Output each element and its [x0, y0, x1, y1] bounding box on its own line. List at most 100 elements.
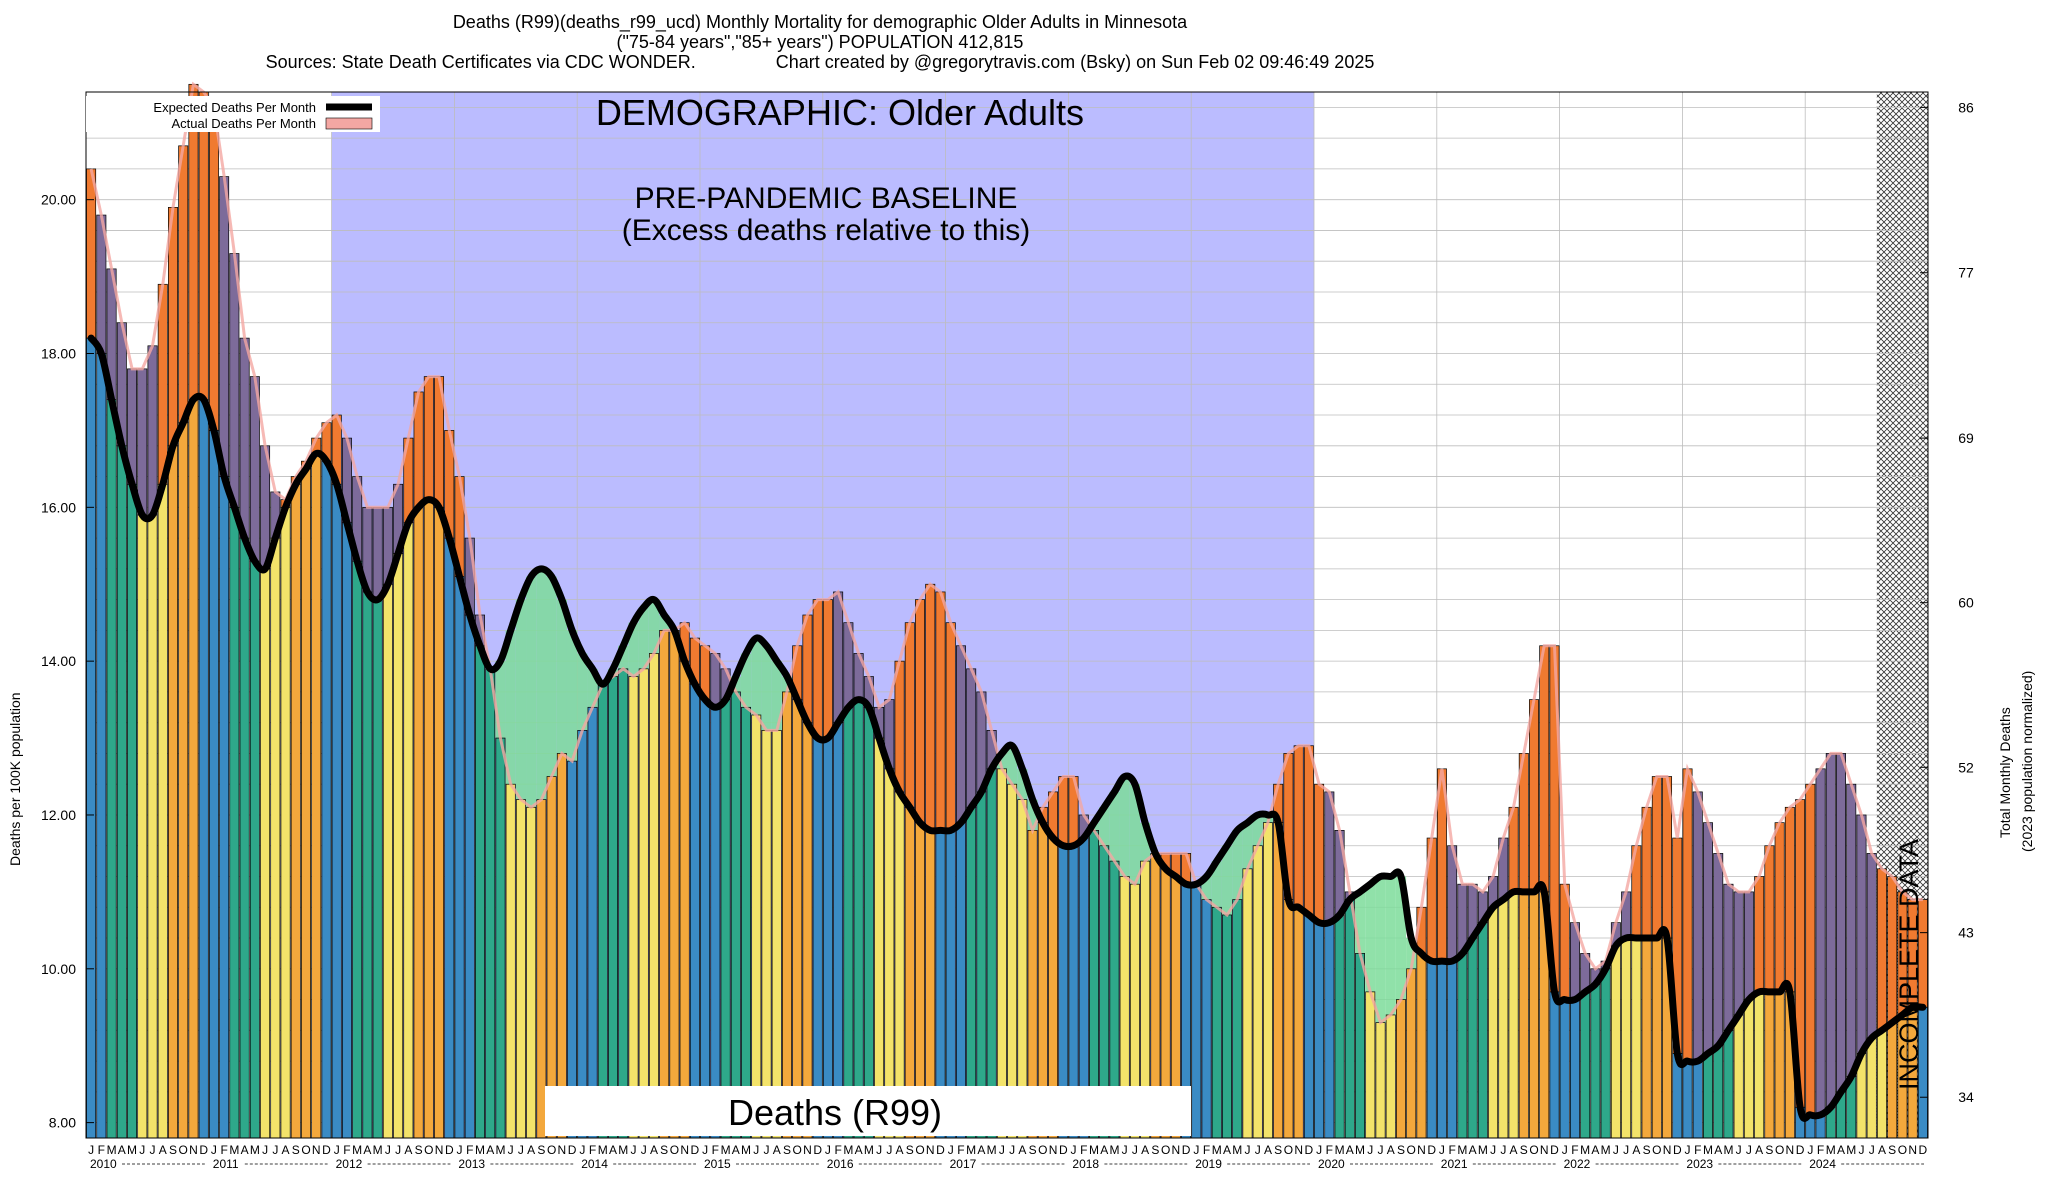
month-tick-label: J — [1869, 1143, 1875, 1157]
excess-bar — [1058, 776, 1069, 847]
month-tick-label: J — [825, 1143, 831, 1157]
excess-bar — [86, 168, 97, 339]
chart-title: Deaths (R99)(deaths_r99_ucd) Monthly Mor… — [452, 12, 1188, 32]
bar — [577, 730, 588, 1139]
bar — [1631, 937, 1642, 1139]
month-tick-label: M — [1826, 1143, 1836, 1157]
month-tick-label: D — [568, 1143, 577, 1157]
bar — [352, 560, 363, 1139]
excess-bar — [1692, 791, 1703, 1062]
bar — [260, 568, 271, 1139]
bar — [1344, 899, 1355, 1139]
excess-bar — [1723, 883, 1734, 1031]
bar — [741, 706, 752, 1139]
month-tick-label: D — [936, 1143, 945, 1157]
month-tick-label: A — [1469, 1143, 1477, 1157]
year-tick-label: 2020 — [1318, 1157, 1345, 1171]
chart-subtitle: ("75-84 years","85+ years") POPULATION 4… — [616, 32, 1024, 52]
bar — [229, 506, 240, 1139]
bar — [843, 706, 854, 1139]
month-tick-label: D — [691, 1143, 700, 1157]
month-tick-label: O — [1161, 1143, 1170, 1157]
y2-tick-label: 86 — [1958, 99, 1974, 115]
month-tick-label: A — [527, 1143, 535, 1157]
month-tick-label: F — [1694, 1143, 1701, 1157]
month-tick-label: D — [1550, 1143, 1559, 1157]
bar — [219, 476, 230, 1139]
excess-bar — [955, 645, 966, 824]
excess-bar — [812, 599, 823, 739]
expected-deaths-line — [87, 334, 1927, 1122]
y2-axis-subtitle: (2023 population normalized) — [2019, 671, 2035, 852]
year-tick-label: 2022 — [1564, 1157, 1591, 1171]
excess-bar — [198, 91, 209, 400]
excess-bar — [1641, 806, 1652, 939]
y-tick-label: 16.00 — [41, 499, 76, 515]
month-tick-label: A — [404, 1143, 412, 1157]
excess-bar — [1856, 814, 1867, 1054]
excess-bar — [208, 107, 219, 431]
bar — [1385, 1014, 1396, 1139]
month-tick-label: M — [1846, 1143, 1856, 1157]
month-tick-label: D — [199, 1143, 208, 1157]
deficit-segment — [1027, 799, 1038, 831]
excess-bar — [1754, 876, 1765, 993]
month-tick-label: O — [1038, 1143, 1047, 1157]
month-tick-label: O — [1284, 1143, 1293, 1157]
incomplete-data-label: INCOMPLETE DATA — [1894, 839, 1924, 1090]
deficit-segment — [1201, 876, 1212, 900]
year-tick-label: 2018 — [1072, 1157, 1099, 1171]
bar — [863, 706, 874, 1139]
month-tick-label: M — [1212, 1143, 1222, 1157]
excess-bar — [1733, 891, 1744, 1016]
year-tick-label: 2017 — [950, 1157, 977, 1171]
bar — [1723, 1029, 1734, 1139]
bar — [1518, 891, 1529, 1139]
deficit-segment — [546, 576, 557, 777]
month-tick-label: F — [220, 1143, 227, 1157]
y-tick-label: 12.00 — [41, 807, 76, 823]
deficit-segment — [1365, 884, 1376, 992]
month-tick-label: D — [322, 1143, 331, 1157]
month-tick-label: J — [1244, 1143, 1250, 1157]
bar — [1559, 999, 1570, 1139]
bar — [710, 706, 721, 1139]
deficit-segment — [996, 753, 1007, 769]
month-tick-label: J — [876, 1143, 882, 1157]
cause-label: Deaths (R99) — [728, 1092, 942, 1133]
month-tick-label: S — [1151, 1143, 1159, 1157]
excess-bar — [710, 653, 721, 708]
bar — [587, 706, 598, 1139]
month-tick-label: N — [1786, 1143, 1795, 1157]
month-tick-label: S — [783, 1143, 791, 1157]
month-tick-label: J — [1367, 1143, 1373, 1157]
bar — [853, 699, 864, 1139]
bar — [1876, 1029, 1887, 1139]
bar — [1754, 991, 1765, 1139]
month-tick-label: M — [1335, 1143, 1345, 1157]
bar — [648, 653, 659, 1139]
bar — [1457, 953, 1468, 1139]
bar — [1498, 899, 1509, 1139]
deficit-segment — [1221, 845, 1233, 915]
deficit-segment — [1354, 891, 1366, 954]
month-tick-label: J — [1132, 1143, 1138, 1157]
month-tick-label: A — [118, 1143, 126, 1157]
bar — [127, 483, 138, 1139]
month-tick-label: A — [609, 1143, 617, 1157]
bar — [1324, 922, 1335, 1139]
month-tick-label: M — [598, 1143, 608, 1157]
bar — [1365, 991, 1376, 1139]
bar — [290, 483, 301, 1139]
bar — [372, 599, 383, 1139]
bar — [1242, 868, 1253, 1139]
month-tick-label: A — [1346, 1143, 1354, 1157]
month-tick-label: D — [1796, 1143, 1805, 1157]
month-tick-label: M — [352, 1143, 362, 1157]
bar — [475, 645, 485, 1139]
bar — [1590, 983, 1601, 1139]
bar — [208, 430, 219, 1139]
excess-bar — [372, 506, 383, 600]
bar — [178, 422, 189, 1139]
